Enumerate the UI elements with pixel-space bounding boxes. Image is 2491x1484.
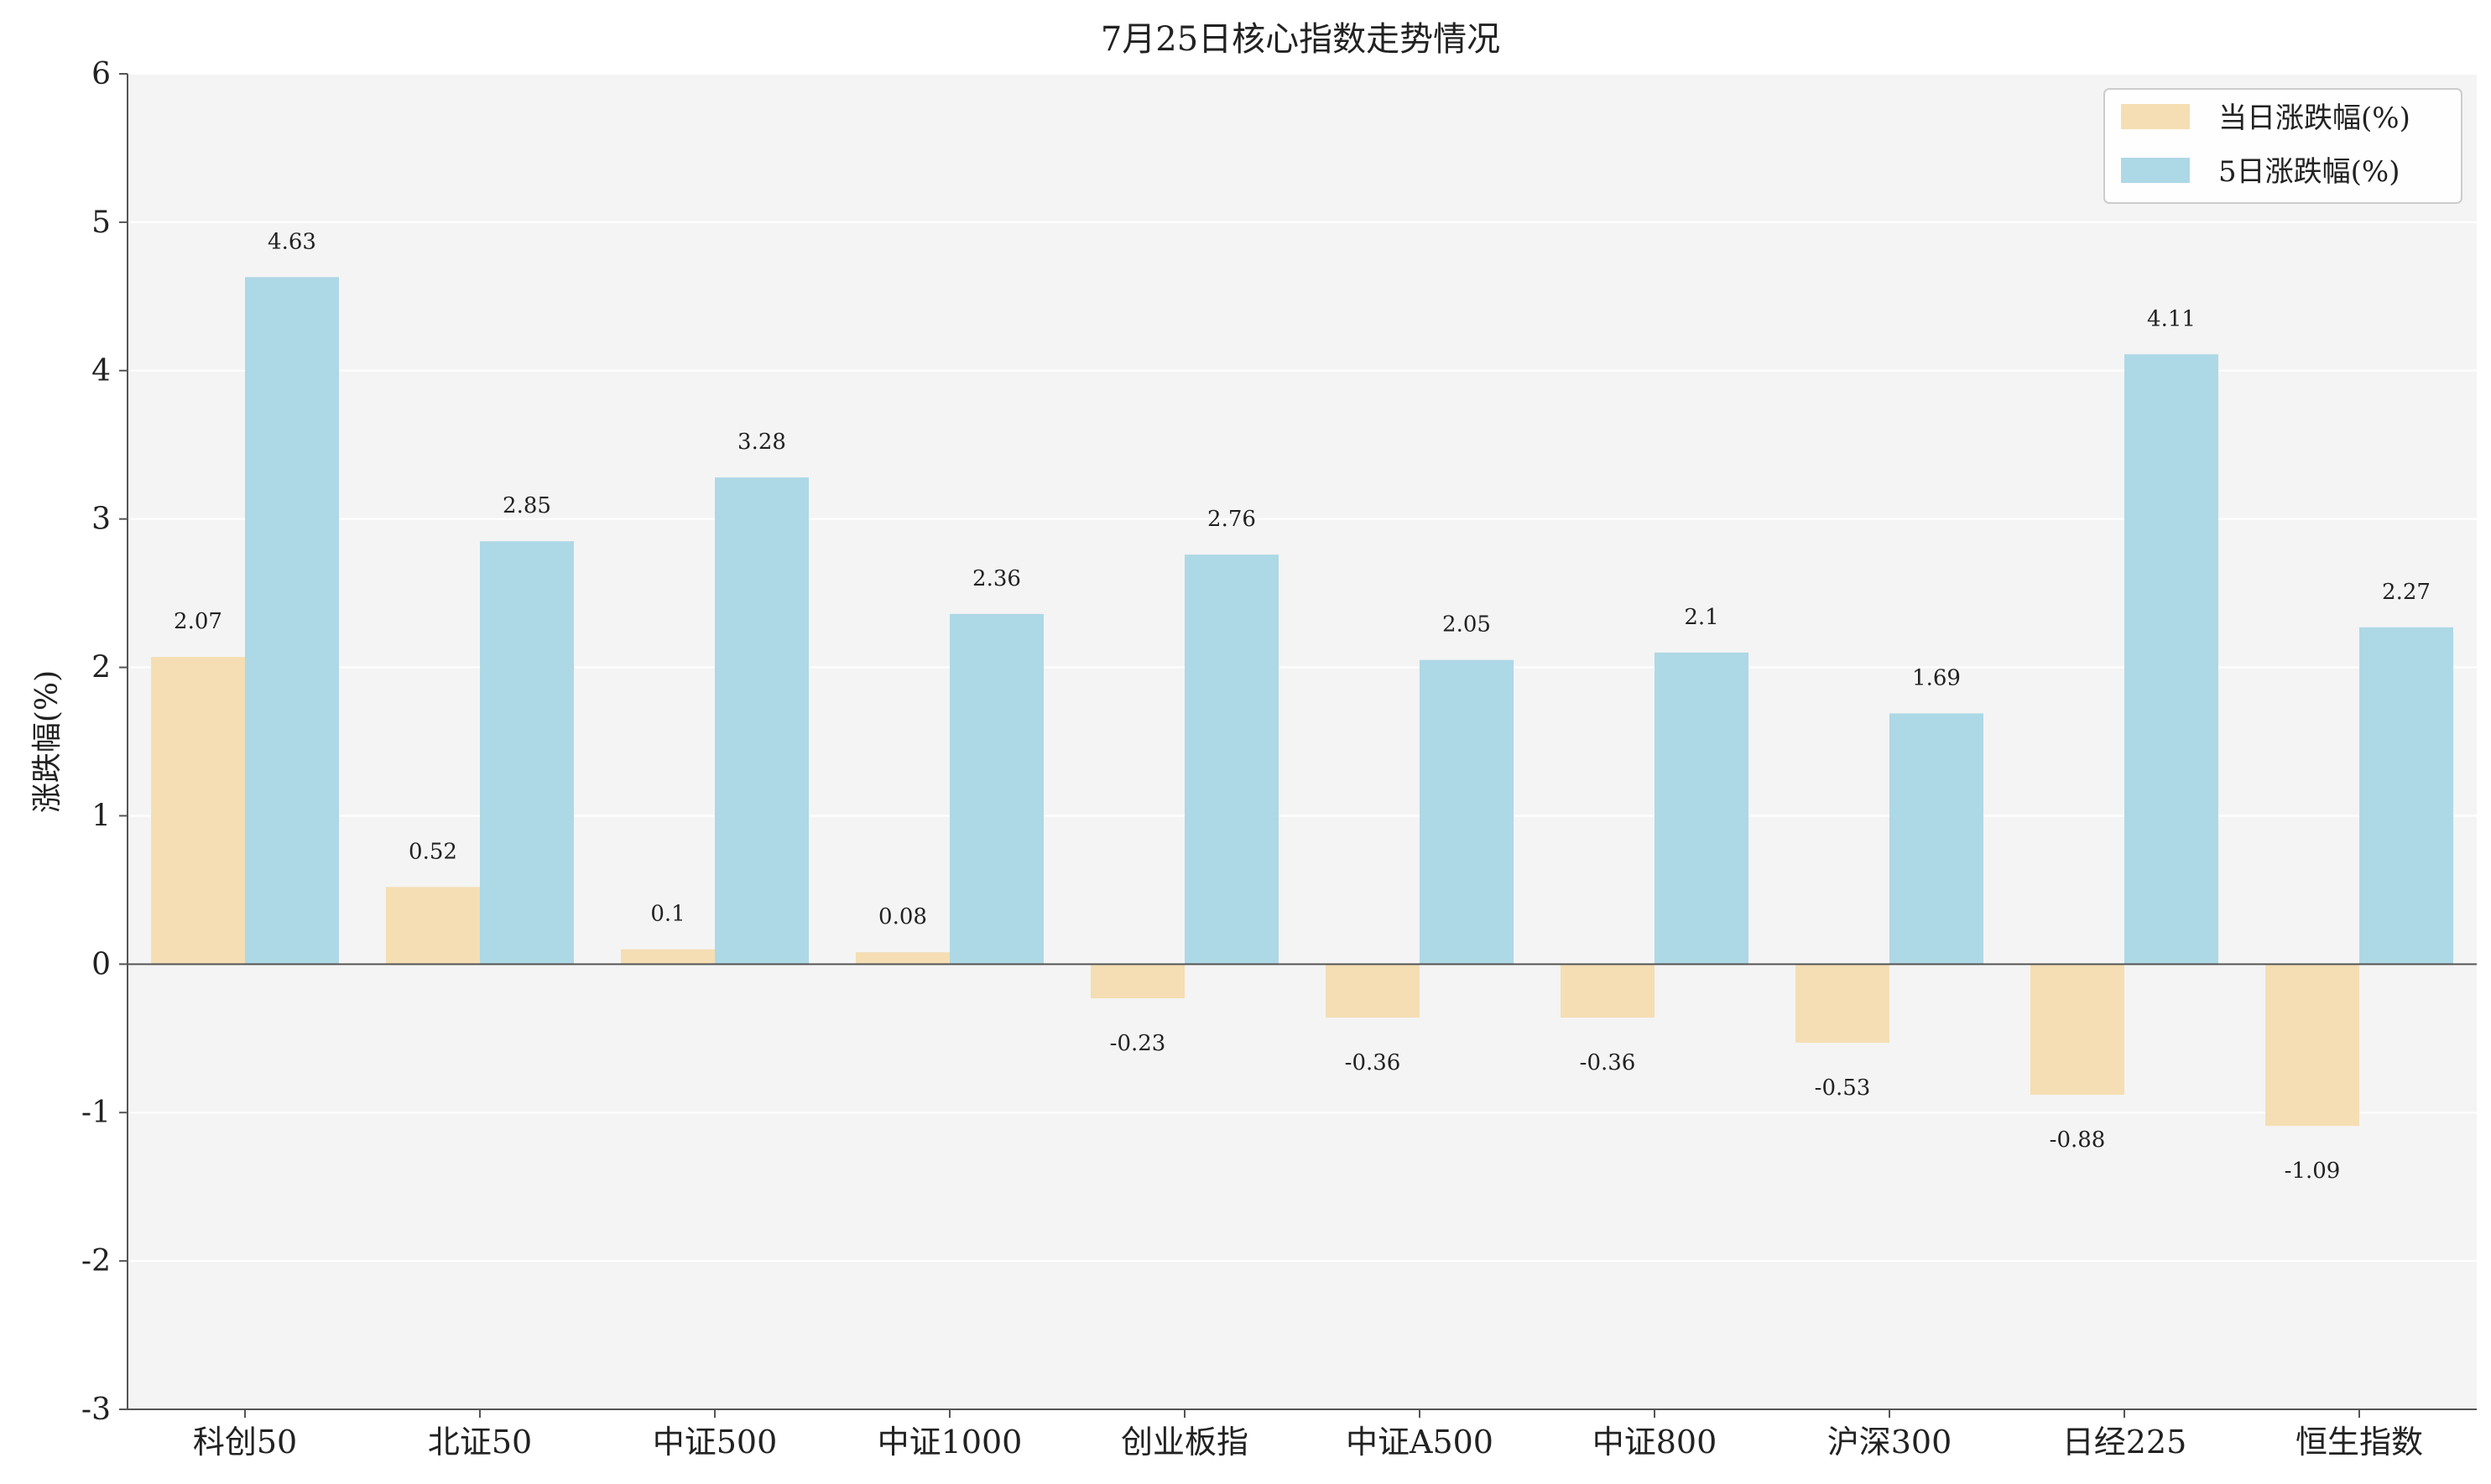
data-label: 2.1 xyxy=(1684,605,1718,630)
chart-title: 7月25日核心指数走势情况 xyxy=(1101,20,1500,59)
legend-box xyxy=(2103,88,2462,204)
data-label: 1.69 xyxy=(1912,665,1961,690)
legend: 当日涨跌幅(%) 5日涨跌幅(%) xyxy=(2103,88,2462,204)
bar-daily xyxy=(386,887,480,965)
data-label: -0.23 xyxy=(1110,1031,1166,1056)
y-tick-label: 1 xyxy=(91,799,111,833)
data-label: -0.36 xyxy=(1345,1050,1401,1075)
data-label: 2.76 xyxy=(1207,507,1256,532)
y-tick-label: -2 xyxy=(81,1244,111,1278)
data-label: 3.28 xyxy=(737,430,786,455)
legend-label-5day: 5日涨跌幅(%) xyxy=(2218,155,2400,189)
x-tick-label: 中证1000 xyxy=(878,1424,1023,1461)
x-tick-label: 科创50 xyxy=(193,1424,297,1461)
bar-5day xyxy=(1655,652,1748,965)
y-tick-label: 6 xyxy=(91,57,111,91)
x-tick-label: 北证50 xyxy=(428,1424,532,1461)
x-tick-label: 沪深300 xyxy=(1827,1424,1952,1461)
x-tick-label: 恒生指数 xyxy=(2296,1424,2423,1461)
bars xyxy=(151,277,2453,1127)
data-label: 2.36 xyxy=(972,566,1021,591)
bar-daily xyxy=(1091,964,1185,999)
x-tick-label: 中证800 xyxy=(1592,1424,1717,1461)
data-label: 4.63 xyxy=(268,229,316,254)
x-tick-label: 创业板指 xyxy=(1121,1424,1248,1461)
bar-5day xyxy=(2124,354,2218,965)
axes xyxy=(127,74,2477,1410)
data-label: -1.09 xyxy=(2285,1159,2341,1184)
bar-5day xyxy=(715,477,809,965)
gridlines xyxy=(128,73,2477,1410)
bar-daily xyxy=(1326,964,1420,1018)
data-label: -0.36 xyxy=(1580,1050,1636,1075)
data-label: 2.27 xyxy=(2382,580,2431,605)
bar-5day xyxy=(245,277,339,965)
y-tick-label: -3 xyxy=(81,1393,111,1427)
y-tick-label: 2 xyxy=(91,651,111,685)
x-tick-label: 中证500 xyxy=(653,1424,778,1461)
bar-5day xyxy=(480,541,574,965)
x-tick-label: 日经225 xyxy=(2062,1424,2187,1461)
data-label: 0.1 xyxy=(650,902,685,927)
y-tick-label: -1 xyxy=(81,1096,111,1130)
bar-5day xyxy=(1185,555,1279,965)
data-label: 2.07 xyxy=(174,609,222,634)
bar-daily xyxy=(1561,964,1655,1018)
data-label: -0.53 xyxy=(1815,1075,1871,1101)
legend-swatch-daily xyxy=(2121,104,2190,129)
legend-swatch-5day xyxy=(2121,158,2190,183)
x-tick-label: 中证A500 xyxy=(1346,1424,1493,1461)
data-labels: 2.07 4.63 0.52 2.85 0.1 3.28 0.08 2.36 -0.23 2.76… xyxy=(174,229,2431,1184)
y-axis-label: 涨跌幅(%) xyxy=(30,670,65,813)
y-axis-ticks: -3 -2 -1 0 1 2 3 4 5 6 xyxy=(81,57,128,1427)
bar-5day xyxy=(1889,713,1983,965)
data-label: 2.85 xyxy=(503,493,551,518)
bar-daily xyxy=(151,657,245,965)
data-label: 4.11 xyxy=(2147,306,2196,331)
data-label: 2.05 xyxy=(1442,612,1491,638)
bar-5day xyxy=(2359,627,2453,965)
y-tick-label: 4 xyxy=(91,354,111,388)
y-tick-label: 0 xyxy=(91,947,111,982)
bar-daily xyxy=(2265,964,2359,1127)
data-label: -0.88 xyxy=(2050,1127,2106,1153)
bar-daily xyxy=(1795,964,1889,1044)
bar-daily xyxy=(856,952,950,965)
x-axis-ticks: 科创50 北证50 中证500 中证1000 创业板指 中证A500 中证800 沪深300 日… xyxy=(193,1409,2423,1461)
bar-5day xyxy=(1420,659,1514,965)
legend-label-daily: 当日涨跌幅(%) xyxy=(2218,102,2410,135)
y-tick-label: 5 xyxy=(91,206,111,240)
bar-daily xyxy=(621,949,715,965)
bar-5day xyxy=(950,613,1044,965)
data-label: 0.52 xyxy=(409,839,457,864)
data-label: 0.08 xyxy=(878,904,927,929)
bar-daily xyxy=(2030,964,2124,1095)
y-tick-label: 3 xyxy=(91,502,111,537)
